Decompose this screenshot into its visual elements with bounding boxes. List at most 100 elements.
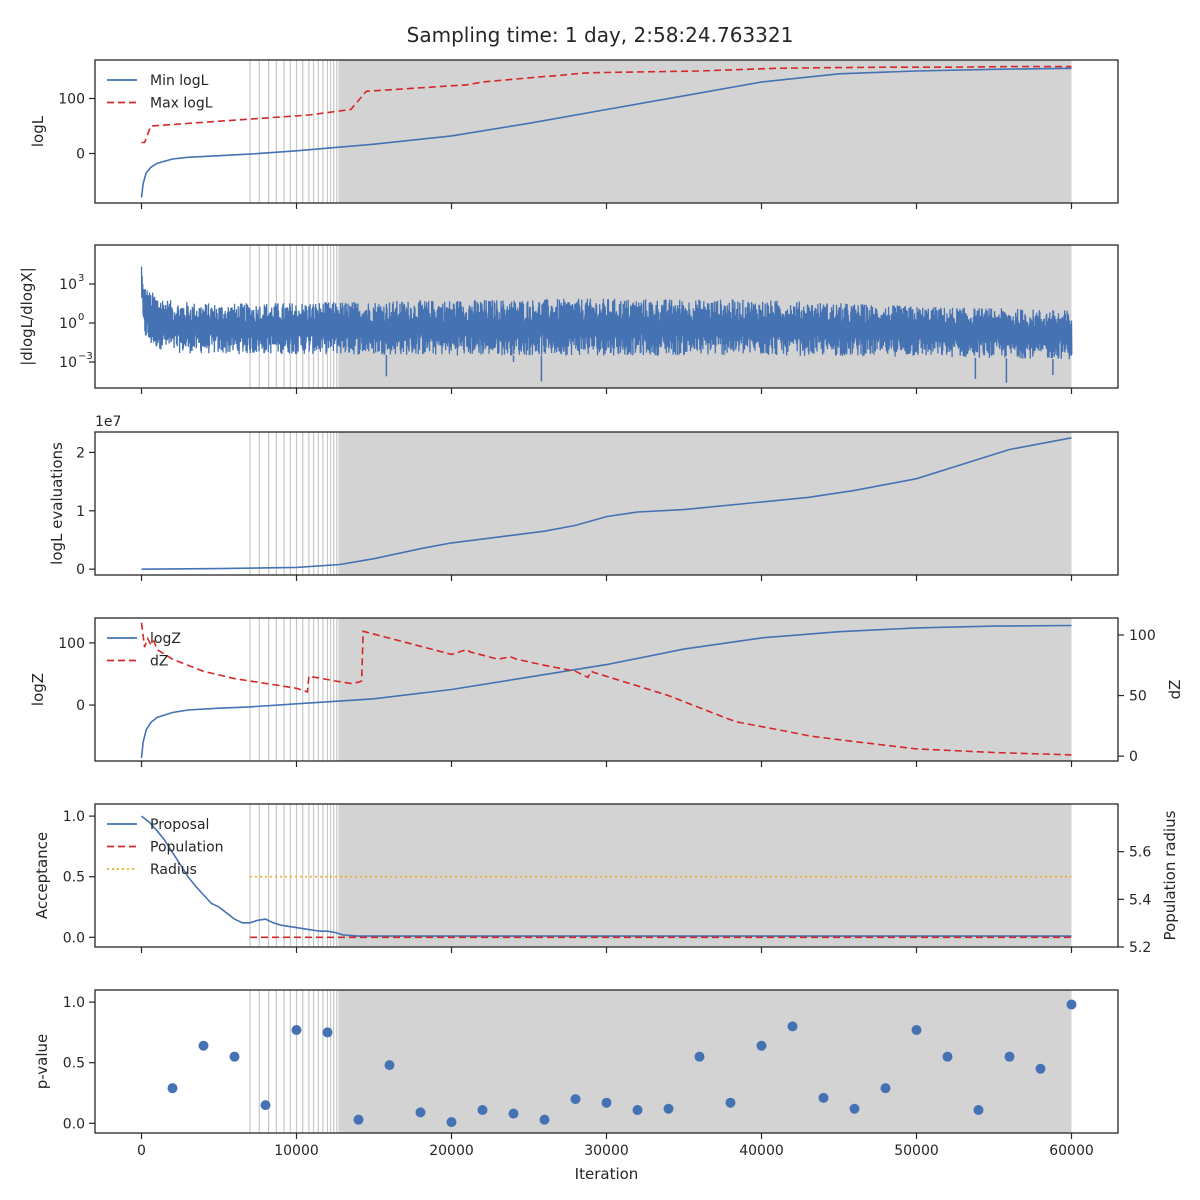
y-tick-label: 100 [58, 92, 85, 108]
plot-area [140, 245, 1073, 388]
p-value-point-22 [818, 1092, 829, 1103]
y-tick-label: 0.0 [63, 1116, 85, 1132]
p-value-point-9 [415, 1107, 426, 1118]
x-tick-label: 50000 [894, 1143, 939, 1159]
y-tick-label: 0 [76, 147, 85, 163]
figure-title: Sampling time: 1 day, 2:58:24.763321 [407, 23, 794, 47]
y-tick-label: 2 [76, 445, 85, 461]
legend-entry: Min logL [150, 73, 209, 89]
p-value-point-25 [911, 1024, 922, 1035]
p-value-point-28 [1004, 1051, 1015, 1062]
plot-area [141, 432, 1072, 575]
y-tick-label: 0.5 [63, 870, 85, 886]
y-tick-label: 10 [59, 277, 77, 293]
p-value-point-18 [694, 1051, 705, 1062]
p-value-point-15 [601, 1097, 612, 1108]
y-tick-label: 0 [76, 698, 85, 714]
legend-entry: logZ [150, 631, 181, 647]
panel-6: 0 10000 20000 30000 40000 50000 60000 Iteration… [33, 989, 1119, 1183]
y-tick-label: 1 [76, 504, 85, 520]
plot-area [141, 804, 1072, 947]
y-offset-text: 1e7 [95, 414, 121, 430]
y-right-tick-label: 50 [1129, 689, 1147, 705]
p-value-point-12 [508, 1108, 519, 1119]
x-tick-label: 30000 [584, 1143, 629, 1159]
derivative-band [140, 266, 1073, 360]
x-tick-label: 20000 [429, 1143, 474, 1159]
legend: Proposal Population Radius [107, 817, 224, 878]
y-tick-exponent: 0 [78, 312, 84, 323]
y-tick-label: 0.0 [63, 930, 85, 946]
p-value-point-26 [942, 1051, 953, 1062]
shaded-region [339, 804, 1072, 947]
p-value-point-30 [1066, 999, 1077, 1010]
p-value-point-23 [849, 1103, 860, 1114]
shaded-region [339, 618, 1072, 761]
panel-4: 0 100 logZ 0 50 100 dZ logZ dZ [29, 617, 1184, 767]
shaded-region [339, 60, 1072, 203]
p-value-point-20 [756, 1040, 767, 1051]
y-tick-label: 0.5 [63, 1056, 85, 1072]
x-tick-label: 10000 [274, 1143, 319, 1159]
p-value-point-16 [632, 1104, 643, 1115]
p-value-point-6 [322, 1027, 333, 1038]
series-1-line [141, 437, 1072, 570]
y-axis-label: |dlogL/dlogX| [18, 267, 36, 366]
y-right-tick-label: 5.4 [1129, 892, 1151, 908]
p-value-point-27 [973, 1104, 984, 1115]
p-value-point-14 [570, 1094, 581, 1105]
p-value-point-10 [446, 1117, 457, 1128]
x-axis-label: Iteration [575, 1165, 639, 1183]
y-right-tick-label: 5.6 [1129, 845, 1151, 861]
p-value-point-4 [260, 1100, 271, 1111]
plot-area [167, 990, 1077, 1133]
y-tick-label: 1.0 [63, 809, 85, 825]
p-value-point-21 [787, 1021, 798, 1032]
p-value-point-19 [725, 1097, 736, 1108]
dz-line [140, 622, 1072, 756]
panel-5: 0.0 0.5 1.0 Acceptance 5.2 5.4 5.6 Population r… [33, 803, 1179, 956]
y-tick-exponent: −3 [78, 351, 93, 362]
y-right-axis-label: dZ [1166, 680, 1184, 700]
p-value-point-13 [539, 1114, 550, 1125]
x-tick-label: 0 [137, 1143, 146, 1159]
y-tick-label: 10 [59, 316, 77, 332]
panel-2: 10 −310 010 3|dlogL/dlogX| [18, 244, 1119, 394]
y-tick-exponent: 3 [78, 273, 84, 284]
panel-3: 0 1 2 logL evaluations 1e7 [48, 414, 1119, 581]
legend-entry: Max logL [150, 96, 213, 112]
panel-1: 0 100 logL Min logL Max logL [29, 59, 1119, 209]
p-value-point-8 [384, 1060, 395, 1071]
x-tick-label: 40000 [739, 1143, 784, 1159]
plot-area [140, 60, 1072, 203]
plot-area [140, 618, 1072, 761]
y-tick-label: 1.0 [63, 995, 85, 1011]
shaded-region [339, 432, 1072, 575]
y-right-tick-label: 0 [1129, 749, 1138, 765]
proposal-line [141, 815, 1072, 937]
y-right-tick-label: 5.2 [1129, 940, 1151, 956]
legend-entry: Radius [150, 862, 197, 878]
y-tick-label: 10 [59, 355, 77, 371]
legend-entry: Proposal [150, 817, 209, 833]
min-logl-line [140, 67, 1072, 198]
p-value-point-24 [880, 1083, 891, 1094]
shaded-region [339, 990, 1072, 1133]
p-value-point-3 [229, 1051, 240, 1062]
y-tick-label: 0 [76, 562, 85, 578]
p-value-point-1 [167, 1083, 178, 1094]
y-axis-label: p-value [33, 1034, 51, 1090]
y-axis-label: Acceptance [33, 832, 51, 919]
p-value-point-29 [1035, 1063, 1046, 1074]
p-value-point-17 [663, 1103, 674, 1114]
legend-entry: dZ [150, 654, 168, 670]
y-right-tick-label: 100 [1129, 628, 1156, 644]
p-value-point-11 [477, 1104, 488, 1115]
legend: logZ dZ [107, 631, 181, 670]
y-tick-label: 100 [58, 636, 85, 652]
max-logl-line [141, 65, 1072, 144]
x-tick-label: 60000 [1049, 1143, 1094, 1159]
y-axis-label: logZ [29, 673, 47, 706]
y-right-axis-label: Population radius [1161, 810, 1179, 940]
